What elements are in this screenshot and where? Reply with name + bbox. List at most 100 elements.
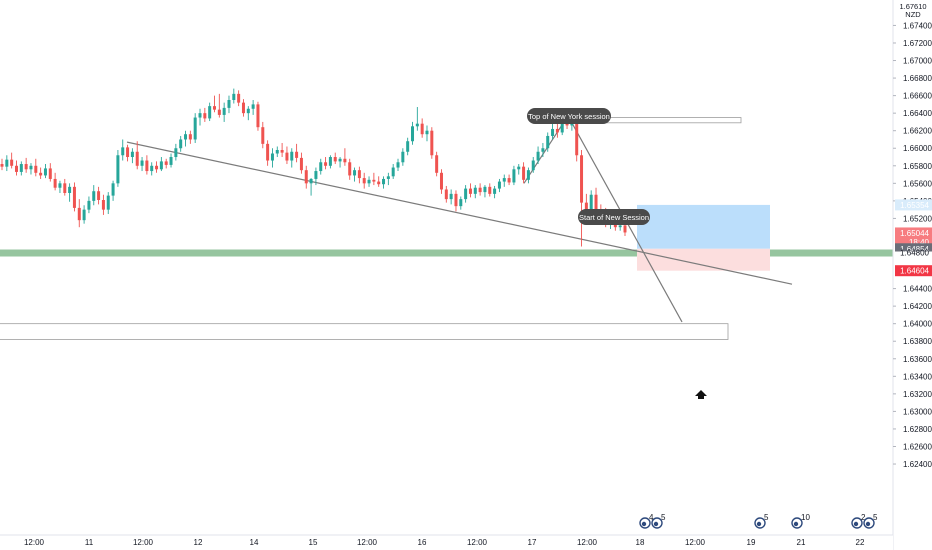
- time-tick-label: 12:00: [577, 538, 598, 547]
- candle: [87, 196, 91, 214]
- candle-body: [198, 113, 202, 118]
- candle: [111, 180, 115, 201]
- candle: [92, 185, 96, 206]
- candle: [314, 167, 318, 186]
- candle-body: [468, 188, 472, 194]
- candle: [237, 90, 241, 107]
- candle: [72, 182, 76, 212]
- economic-events[interactable]: 4 5 5 10 2 5: [639, 513, 878, 529]
- candle-body: [304, 170, 308, 184]
- time-tick-label: 12:00: [133, 538, 154, 547]
- candle-body: [19, 164, 23, 172]
- candle-body: [560, 121, 564, 133]
- candle: [348, 158, 352, 180]
- candle: [309, 178, 313, 196]
- currency-label: NZD: [905, 10, 921, 19]
- stop-zone: [637, 248, 770, 271]
- candle-body: [227, 100, 231, 108]
- candle-body: [531, 160, 535, 171]
- price-tick-label: 1.67200: [903, 39, 932, 48]
- candle-body: [541, 148, 545, 152]
- candle: [246, 106, 250, 121]
- candle-body: [623, 225, 627, 233]
- price-tick-label: 1.62800: [903, 425, 932, 434]
- candle-body: [106, 195, 110, 210]
- candle-body: [246, 108, 250, 114]
- candle-body: [328, 157, 332, 166]
- candle: [386, 172, 390, 186]
- calendar-event-icon[interactable]: 2: [851, 513, 866, 529]
- candle: [290, 148, 294, 168]
- price-tick-label: 1.64200: [903, 302, 932, 311]
- candle-body: [425, 130, 429, 135]
- calendar-event-icon[interactable]: 5: [754, 513, 769, 529]
- svg-text:5: 5: [661, 513, 666, 522]
- price-tick-label: 1.62600: [903, 442, 932, 451]
- candle: [526, 167, 530, 184]
- candle-body: [63, 183, 67, 193]
- candle-body: [101, 200, 105, 210]
- calendar-event-icon[interactable]: 4: [639, 513, 654, 529]
- candle-body: [309, 178, 313, 184]
- candle: [5, 155, 9, 172]
- candle-body: [126, 147, 130, 158]
- candle: [367, 176, 371, 187]
- time-tick-label: 12:00: [357, 538, 378, 547]
- candle-body: [184, 134, 188, 140]
- price-tick-label: 1.66200: [903, 127, 932, 136]
- stop-price-tag: 1.64604: [895, 265, 932, 277]
- candle-body: [415, 123, 419, 127]
- candle: [270, 148, 274, 168]
- svg-text:2: 2: [861, 513, 866, 522]
- price-tick-label: 1.66800: [903, 74, 932, 83]
- candle: [256, 101, 260, 131]
- calendar-event-icon[interactable]: 10: [791, 513, 810, 529]
- annotation-bubble[interactable]: Top of New York session: [527, 108, 611, 124]
- price-tick-label: 1.62400: [903, 460, 932, 469]
- price-axis[interactable]: 1.67610 NZD 1.67400 1.67200 1.67000 1.66800…: [892, 0, 932, 550]
- candle: [150, 162, 154, 176]
- candle-body: [497, 181, 501, 189]
- candle: [338, 157, 342, 168]
- candle-body: [261, 127, 265, 144]
- candle-body: [589, 194, 593, 214]
- calendar-event-icon[interactable]: 5: [863, 513, 878, 529]
- time-tick-label: 11: [85, 538, 94, 547]
- candle-body: [87, 200, 91, 210]
- candle: [531, 157, 535, 173]
- candle: [333, 152, 337, 165]
- candle-body: [155, 165, 159, 170]
- time-axis[interactable]: 12:00 11 12:00 12 14 15 12:00 16 12:00 17 12:00 18 1…: [0, 534, 893, 550]
- candle: [24, 157, 28, 173]
- time-tick-label: 12:00: [24, 538, 45, 547]
- candle-body: [555, 128, 559, 133]
- price-tick-label: 1.63400: [903, 372, 932, 381]
- candle: [449, 189, 453, 205]
- candle: [391, 164, 395, 179]
- candle: [198, 108, 202, 126]
- candle-body: [193, 117, 197, 140]
- candle: [411, 121, 415, 145]
- time-tick-label: 12:00: [685, 538, 706, 547]
- svg-text:5: 5: [764, 513, 769, 522]
- candle-body: [517, 166, 521, 170]
- price-tick-label: 1.65200: [903, 214, 932, 223]
- annotation-bubble[interactable]: Start of New Session: [578, 209, 650, 225]
- calendar-event-icon[interactable]: 5: [651, 513, 666, 529]
- candle: [275, 146, 279, 158]
- candle: [19, 161, 23, 176]
- axis-top-value: 1.67610: [899, 2, 926, 11]
- candle: [58, 180, 62, 193]
- candle: [483, 185, 487, 198]
- candle: [208, 102, 212, 122]
- candle: [116, 150, 120, 187]
- candle-body: [97, 191, 101, 200]
- candle-body: [116, 155, 120, 184]
- candle: [444, 185, 448, 203]
- candle-body: [121, 147, 125, 156]
- candle-body: [203, 113, 207, 119]
- candle-body: [362, 178, 366, 184]
- candle: [266, 140, 270, 166]
- candle-body: [367, 179, 371, 184]
